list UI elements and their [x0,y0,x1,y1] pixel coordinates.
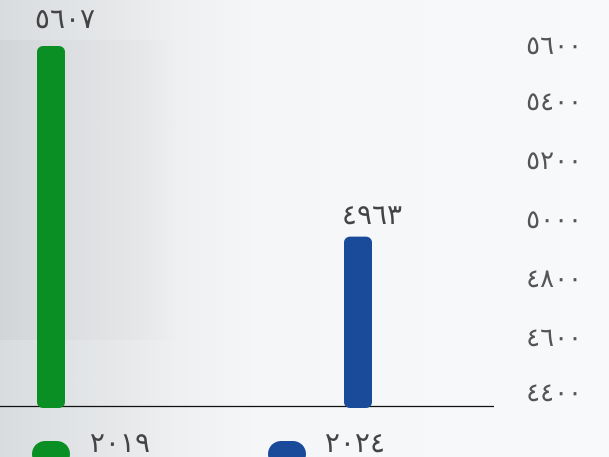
y-tick-label: ٤٤٠٠ [526,378,582,408]
legend-swatch [268,441,306,457]
bar-2 [344,236,372,408]
data-label: ٤٩٦٣ [342,198,402,231]
legend-label: ٢٠٢٤ [325,426,385,457]
y-tick-label: ٤٦٠٠ [526,323,582,353]
bar-1 [37,46,65,408]
y-tick-label: ٥٦٠٠ [526,31,582,61]
data-label: ٥٦٠٧ [35,2,95,35]
background-panel [0,40,180,340]
y-tick-label: ٥٠٠٠ [526,205,582,235]
y-tick-label: ٥٢٠٠ [526,146,582,176]
y-tick-label: ٥٤٠٠ [526,87,582,117]
y-tick-label: ٤٨٠٠ [526,264,582,294]
legend-swatch [32,441,70,457]
legend-label: ٢٠١٩ [90,426,150,457]
